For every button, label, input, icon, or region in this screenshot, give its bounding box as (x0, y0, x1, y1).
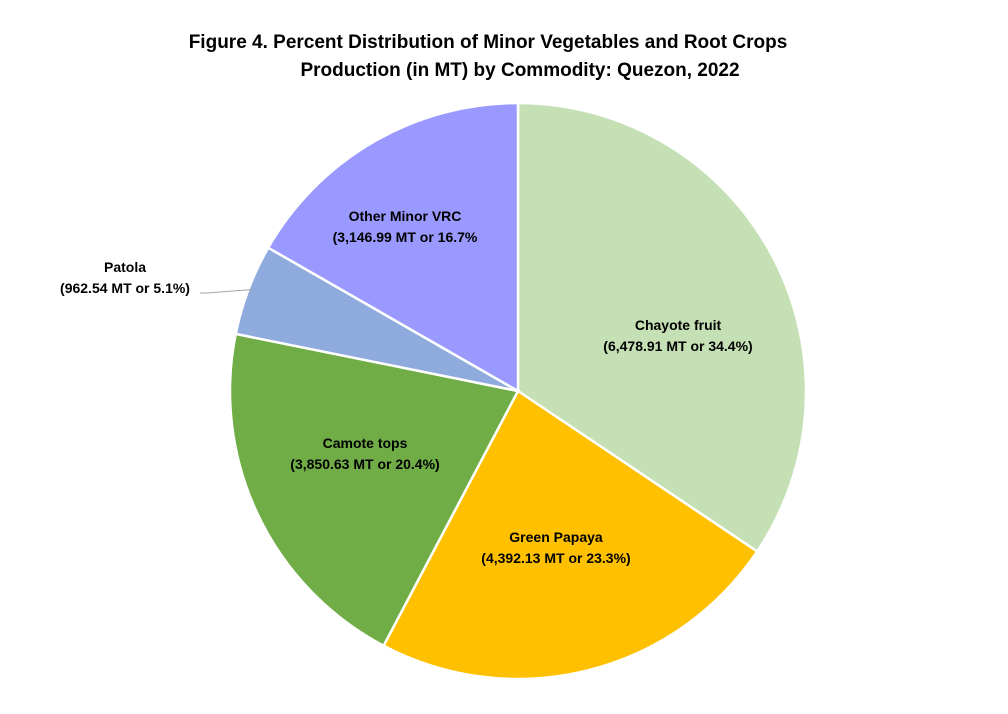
slice-value-camote-tops: (3,850.63 MT or 20.4%) (290, 456, 439, 472)
slice-value-green-papaya: (4,392.13 MT or 23.3%) (481, 550, 630, 566)
chart-title-line-2: Production (in MT) by Commodity: Quezon,… (300, 60, 739, 81)
slice-value-chayote-fruit: (6,478.91 MT or 34.4%) (603, 338, 752, 354)
pie-labels: Chayote fruit (6,478.91 MT or 34.4%) Green… (60, 208, 753, 566)
slice-name-patola: Patola (104, 259, 146, 275)
pie-slices (228, 101, 808, 681)
slice-name-green-papaya: Green Papaya (509, 529, 603, 545)
slice-name-camote-tops: Camote tops (323, 435, 408, 451)
slice-value-patola: (962.54 MT or 5.1%) (60, 280, 190, 296)
slice-name-other-minor-vrc: Other Minor VRC (349, 208, 462, 224)
chart-title-line-1: Figure 4. Percent Distribution of Minor … (189, 32, 788, 53)
slice-camote-tops (228, 332, 520, 648)
slice-green-papaya (381, 389, 759, 681)
slice-other-minor-vrc (266, 101, 520, 394)
slice-value-other-minor-vrc: (3,146.99 MT or 16.7% (333, 229, 478, 245)
leader-line-patola (200, 288, 253, 294)
slice-name-chayote-fruit: Chayote fruit (635, 317, 722, 333)
slice-chayote-fruit (516, 101, 808, 554)
